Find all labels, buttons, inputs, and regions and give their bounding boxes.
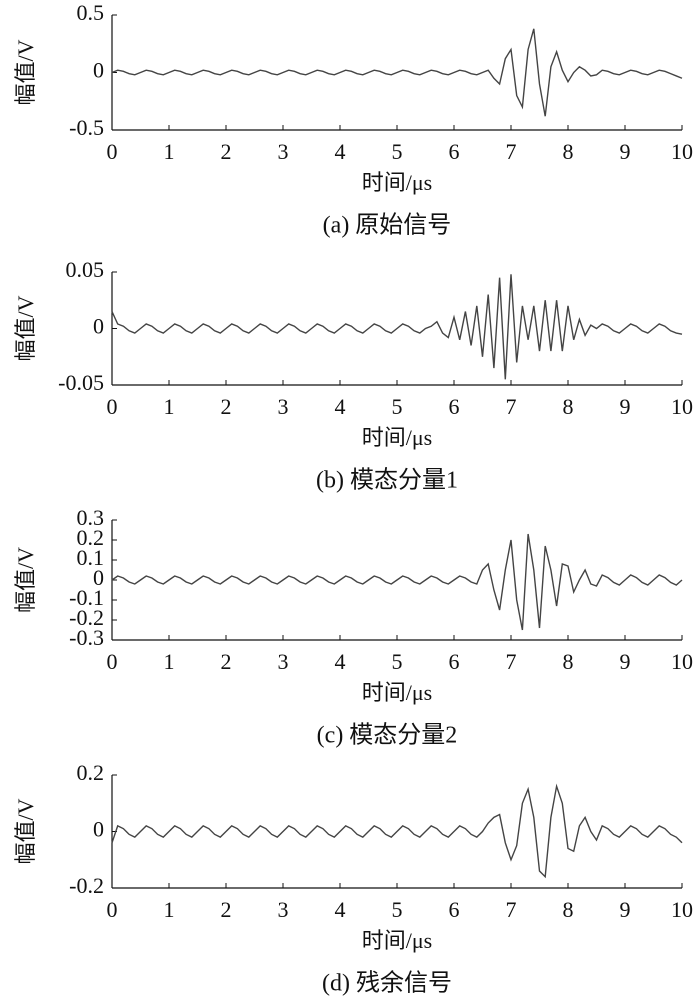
y-tick-label: -0.2 [69, 605, 104, 630]
x-tick-label: 8 [563, 394, 574, 419]
x-tick-label: 10 [671, 649, 693, 674]
x-tick-label: 7 [506, 897, 517, 922]
x-tick-label: 6 [449, 897, 460, 922]
y-tick-label: 0.3 [77, 505, 105, 530]
x-tick-label: 1 [164, 139, 175, 164]
x-axis-label: 时间/μs [362, 680, 432, 705]
x-tick-label: 7 [506, 394, 517, 419]
x-tick-label: 0 [107, 394, 118, 419]
x-tick-label: 4 [335, 649, 346, 674]
y-tick-label: 0 [93, 58, 104, 83]
x-axis-label: 时间/μs [362, 170, 432, 195]
signal-line [111, 783, 683, 879]
x-axis-label: 时间/μs [362, 425, 432, 450]
x-tick-label: 8 [563, 897, 574, 922]
x-tick-label: 9 [620, 394, 631, 419]
signal-line [111, 28, 683, 117]
x-tick-label: 0 [107, 897, 118, 922]
x-tick-label: 2 [221, 394, 232, 419]
y-axis-label: 幅值/V [13, 295, 38, 361]
x-tick-label: 1 [164, 897, 175, 922]
x-tick-label: 1 [164, 394, 175, 419]
y-tick-label: -0.5 [69, 115, 104, 140]
y-tick-label: 0 [93, 817, 104, 842]
signal-line [111, 533, 683, 631]
caption: (a) 原始信号 [323, 212, 452, 239]
x-tick-label: 3 [278, 394, 289, 419]
y-axis-label: 幅值/V [13, 798, 38, 864]
x-tick-label: 2 [221, 897, 232, 922]
x-tick-label: 5 [392, 897, 403, 922]
x-tick-label: 1 [164, 649, 175, 674]
y-tick-label: 0.2 [77, 525, 105, 550]
x-tick-label: 5 [392, 649, 403, 674]
y-tick-label: -0.3 [69, 625, 104, 650]
x-tick-label: 3 [278, 649, 289, 674]
caption: (c) 模态分量2 [317, 722, 458, 749]
x-tick-label: 6 [449, 394, 460, 419]
x-tick-label: 9 [620, 139, 631, 164]
y-tick-label: 0.5 [77, 0, 105, 25]
x-tick-label: 6 [449, 139, 460, 164]
caption: (b) 模态分量1 [316, 467, 458, 494]
x-tick-label: 9 [620, 649, 631, 674]
x-axis-label: 时间/μs [362, 928, 432, 953]
x-tick-label: 0 [107, 649, 118, 674]
x-tick-label: 6 [449, 649, 460, 674]
y-tick-label: 0.2 [77, 760, 105, 785]
x-tick-label: 3 [278, 139, 289, 164]
x-tick-label: 4 [335, 394, 346, 419]
x-tick-label: 10 [671, 139, 693, 164]
x-tick-label: 2 [221, 649, 232, 674]
x-tick-label: 8 [563, 649, 574, 674]
x-tick-label: 8 [563, 139, 574, 164]
x-tick-label: 4 [335, 897, 346, 922]
y-tick-label: 0 [93, 314, 104, 339]
y-axis-label: 幅值/V [13, 39, 38, 105]
x-tick-label: 10 [671, 394, 693, 419]
y-tick-label: 0.1 [77, 545, 105, 570]
x-tick-label: 0 [107, 139, 118, 164]
x-tick-label: 10 [671, 897, 693, 922]
caption: (d) 残余信号 [322, 970, 452, 997]
x-tick-label: 4 [335, 139, 346, 164]
y-tick-label: -0.2 [69, 873, 104, 898]
x-tick-label: 7 [506, 139, 517, 164]
x-tick-label: 7 [506, 649, 517, 674]
x-tick-label: 5 [392, 139, 403, 164]
x-tick-label: 3 [278, 897, 289, 922]
y-tick-label: 0 [93, 565, 104, 590]
y-tick-label: -0.05 [58, 370, 104, 395]
y-tick-label: 0.05 [66, 257, 105, 282]
x-tick-label: 9 [620, 897, 631, 922]
x-tick-label: 2 [221, 139, 232, 164]
y-axis-label: 幅值/V [13, 547, 38, 613]
signal-line [111, 274, 683, 380]
x-tick-label: 5 [392, 394, 403, 419]
y-tick-label: -0.1 [69, 585, 104, 610]
